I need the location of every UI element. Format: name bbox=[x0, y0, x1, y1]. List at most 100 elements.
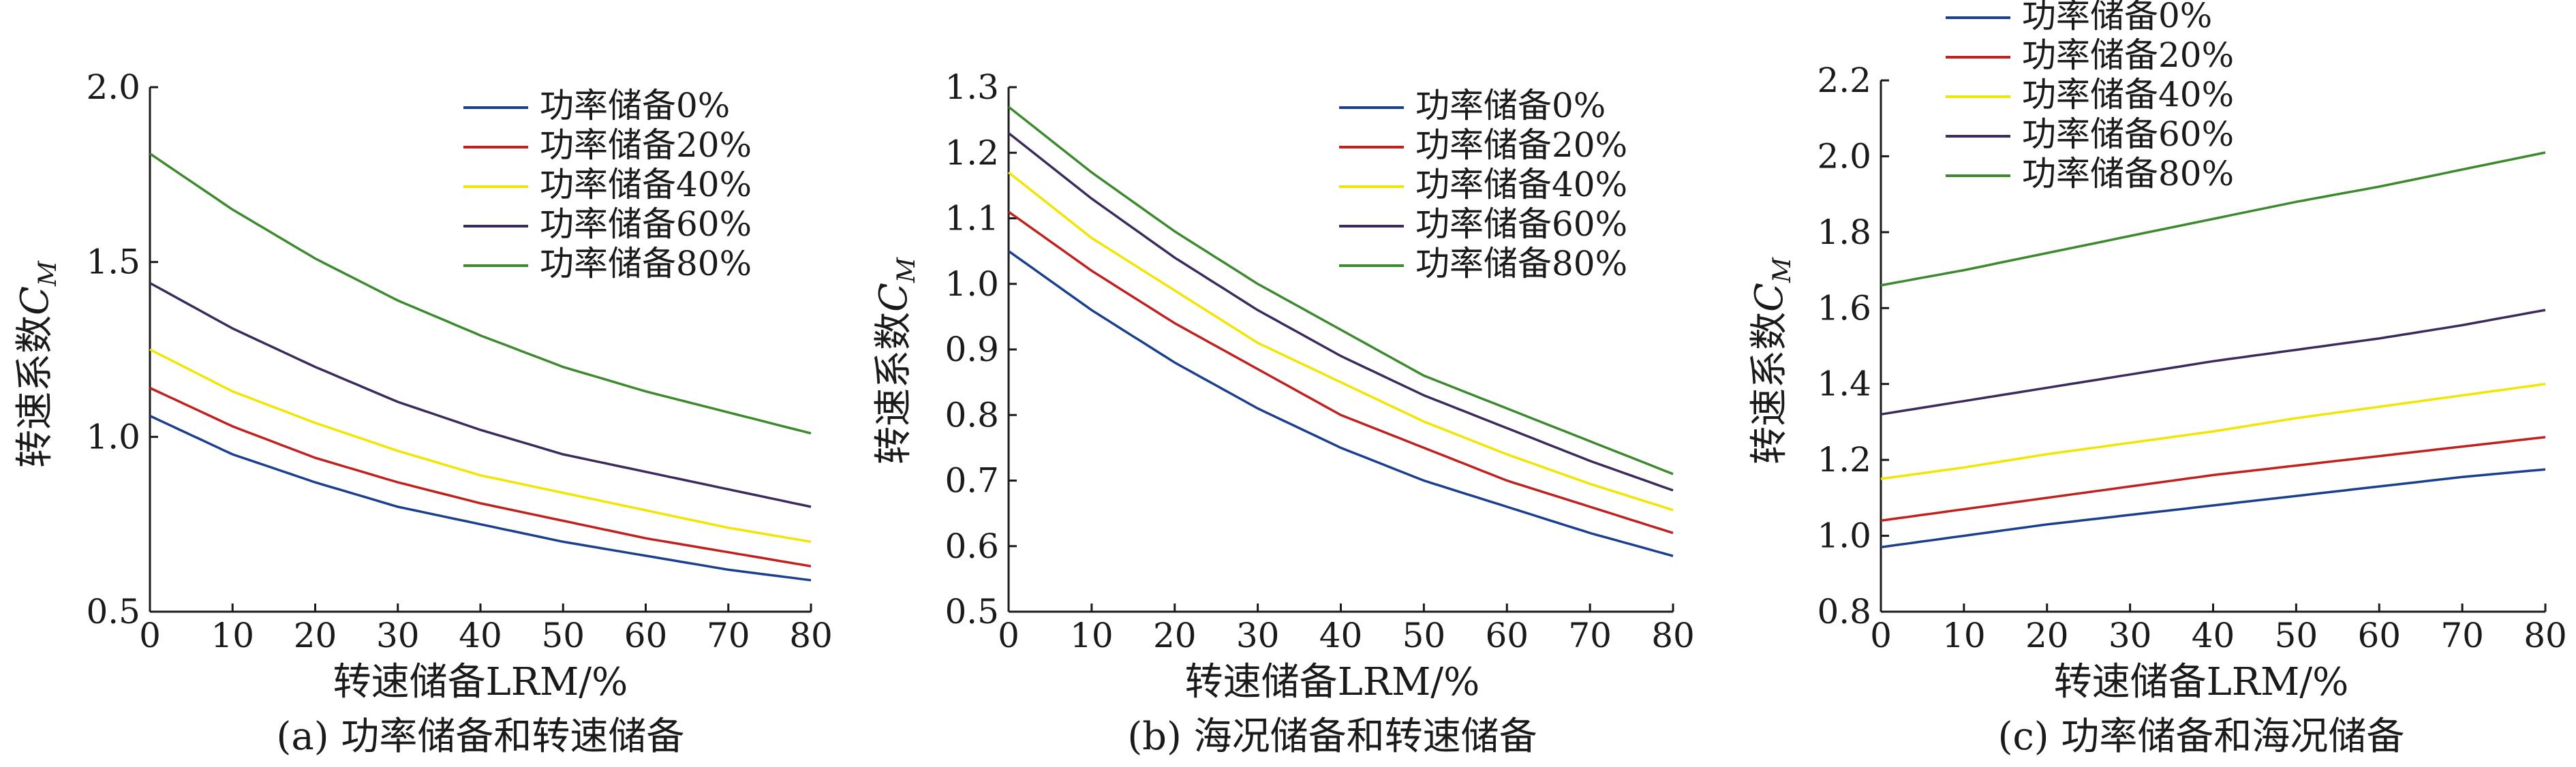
legend-label-b-4: 功率储备80% bbox=[1415, 244, 1627, 283]
legend-label-b-3: 功率储备60% bbox=[1415, 204, 1627, 244]
x-tick-label-c: 60 bbox=[2357, 616, 2401, 655]
series-line-a-4 bbox=[149, 153, 812, 435]
legend-label-c-0: 功率储备0% bbox=[2022, 0, 2212, 35]
x-tick-label-c: 20 bbox=[2025, 616, 2069, 655]
y-tick-label-c: 1.4 bbox=[1817, 364, 1871, 404]
legend-label-c-2: 功率储备40% bbox=[2022, 75, 2234, 114]
series-line-b-1 bbox=[1007, 210, 1674, 535]
legend-label-a-3: 功率储备60% bbox=[540, 204, 752, 244]
x-tick-label-b: 30 bbox=[1236, 616, 1280, 655]
x-tick-label-a: 20 bbox=[294, 616, 337, 655]
legend-label-b-1: 功率储备20% bbox=[1415, 125, 1627, 165]
y-axis-label-subscript-b: M bbox=[893, 257, 921, 283]
plot-area-b: 0 10 20 30 40 50 60 70 80 0.5 0.6 0.7 0.8 0.9 1.0 1.1 1.… bbox=[945, 67, 1694, 655]
y-tick-label-c: 1.6 bbox=[1817, 288, 1871, 328]
y-tick-label-b: 0.8 bbox=[945, 395, 999, 435]
y-axis-label-main-c: 转速系数 bbox=[1747, 312, 1792, 465]
legend-label-a-4: 功率储备80% bbox=[540, 244, 752, 283]
y-tick-label-b: 1.0 bbox=[945, 264, 999, 304]
legend-label-a-1: 功率储备20% bbox=[540, 125, 752, 165]
plot-area-c: 0 10 20 30 40 50 60 70 80 0.8 1.0 1.2 1.4 1.6 1.8 2.0 2.… bbox=[1817, 0, 2566, 655]
y-axis-label-main-a: 转速系数 bbox=[13, 315, 57, 468]
legend-label-a-2: 功率储备40% bbox=[540, 165, 752, 204]
series-line-b-0 bbox=[1007, 250, 1674, 557]
x-tick-label-b: 70 bbox=[1568, 616, 1612, 655]
y-tick-label-b: 0.9 bbox=[945, 330, 999, 369]
chart-panel-c: 0 10 20 30 40 50 60 70 80 0.8 1.0 1.2 1.4 1.6 1.8 2.0 2.… bbox=[1747, 0, 2567, 759]
x-tick-label-b: 0 bbox=[998, 616, 1019, 655]
legend-label-c-3: 功率储备60% bbox=[2022, 114, 2234, 154]
x-axis-label-b: 转速储备LRM/% bbox=[1185, 660, 1480, 704]
x-tick-label-b: 80 bbox=[1651, 616, 1695, 655]
y-axis-label-subscript-c: M bbox=[1768, 257, 1796, 283]
x-tick-label-a: 50 bbox=[541, 616, 585, 655]
x-tick-label-a: 0 bbox=[139, 616, 161, 655]
x-tick-label-c: 0 bbox=[1870, 616, 1892, 655]
y-axis-label-symbol-a: C bbox=[13, 286, 57, 315]
series-line-a-1 bbox=[149, 386, 812, 568]
y-axis-label-a: 转速系数CM bbox=[13, 260, 62, 468]
x-axis-label-c: 转速储备LRM/% bbox=[2054, 660, 2349, 704]
legend-label-a-0: 功率储备0% bbox=[540, 86, 730, 125]
y-tick-label-b: 0.6 bbox=[945, 527, 999, 566]
legend-label-c-4: 功率储备80% bbox=[2022, 154, 2234, 193]
y-tick-label-b: 1.2 bbox=[945, 133, 999, 172]
x-tick-label-b: 40 bbox=[1319, 616, 1363, 655]
y-tick-label-b: 1.3 bbox=[945, 67, 999, 107]
y-tick-label-c: 2.0 bbox=[1817, 136, 1871, 176]
legend-label-b-2: 功率储备40% bbox=[1415, 165, 1627, 204]
caption-c: (c) 功率储备和海况储备 bbox=[1998, 715, 2405, 759]
x-tick-label-a: 40 bbox=[459, 616, 502, 655]
x-tick-label-c: 50 bbox=[2275, 616, 2318, 655]
y-tick-label-c: 2.2 bbox=[1817, 61, 1871, 100]
x-tick-label-b: 10 bbox=[1070, 616, 1114, 655]
x-tick-label-b: 50 bbox=[1402, 616, 1446, 655]
series-line-c-4 bbox=[1880, 151, 2546, 287]
series-line-b-4 bbox=[1007, 106, 1674, 475]
series-line-c-2 bbox=[1880, 382, 2546, 480]
series-line-c-0 bbox=[1880, 468, 2546, 549]
y-tick-label-b: 1.1 bbox=[945, 199, 999, 238]
y-axis-label-symbol-c: C bbox=[1747, 283, 1792, 312]
x-tick-label-c: 40 bbox=[2192, 616, 2235, 655]
y-axis-label-c: 转速系数CM bbox=[1747, 257, 1796, 465]
y-axis-label-b: 转速系数CM bbox=[872, 257, 921, 465]
y-tick-label-c: 0.8 bbox=[1817, 592, 1871, 631]
y-tick-label-a: 1.0 bbox=[86, 417, 140, 456]
caption-a: (a) 功率储备和转速储备 bbox=[277, 715, 685, 759]
x-tick-label-c: 30 bbox=[2109, 616, 2152, 655]
caption-b: (b) 海况储备和转速储备 bbox=[1127, 715, 1537, 759]
y-tick-label-b: 0.7 bbox=[945, 461, 999, 501]
chart-panel-a: 0 10 20 30 40 50 60 70 80 0.5 1.0 1.5 2.0 功率储备0%功率储备2… bbox=[13, 67, 833, 759]
series-line-c-1 bbox=[1880, 435, 2546, 522]
x-tick-label-a: 60 bbox=[624, 616, 668, 655]
y-tick-label-b: 0.5 bbox=[945, 592, 999, 631]
series-line-b-2 bbox=[1007, 171, 1674, 512]
y-tick-label-a: 1.5 bbox=[86, 242, 140, 282]
legend-label-c-1: 功率储备20% bbox=[2022, 35, 2234, 75]
x-tick-label-a: 70 bbox=[707, 616, 750, 655]
x-tick-label-c: 80 bbox=[2524, 616, 2567, 655]
x-axis-label-a: 转速储备LRM/% bbox=[333, 660, 628, 704]
plot-area-a: 0 10 20 30 40 50 60 70 80 0.5 1.0 1.5 2.0 功率储备0%功率储备2… bbox=[86, 67, 832, 655]
x-tick-label-a: 80 bbox=[789, 616, 833, 655]
x-tick-label-b: 60 bbox=[1485, 616, 1529, 655]
chart-panel-b: 0 10 20 30 40 50 60 70 80 0.5 0.6 0.7 0.8 0.9 1.0 1.1 1.… bbox=[872, 67, 1695, 759]
x-tick-label-c: 70 bbox=[2440, 616, 2484, 655]
series-line-a-3 bbox=[149, 281, 812, 508]
y-axis-label-symbol-b: C bbox=[872, 283, 916, 312]
legend-label-b-0: 功率储备0% bbox=[1415, 86, 1606, 125]
y-tick-label-c: 1.8 bbox=[1817, 213, 1871, 252]
x-tick-label-a: 30 bbox=[376, 616, 420, 655]
y-tick-label-a: 2.0 bbox=[86, 67, 140, 107]
x-tick-label-a: 10 bbox=[211, 616, 254, 655]
y-tick-label-a: 0.5 bbox=[86, 592, 140, 631]
y-tick-label-c: 1.0 bbox=[1817, 516, 1871, 556]
x-tick-label-b: 20 bbox=[1153, 616, 1197, 655]
y-axis-label-main-b: 转速系数 bbox=[872, 312, 916, 465]
y-tick-label-c: 1.2 bbox=[1817, 440, 1871, 480]
series-line-c-3 bbox=[1880, 309, 2546, 416]
series-line-a-2 bbox=[149, 348, 812, 544]
series-line-b-3 bbox=[1007, 132, 1674, 492]
